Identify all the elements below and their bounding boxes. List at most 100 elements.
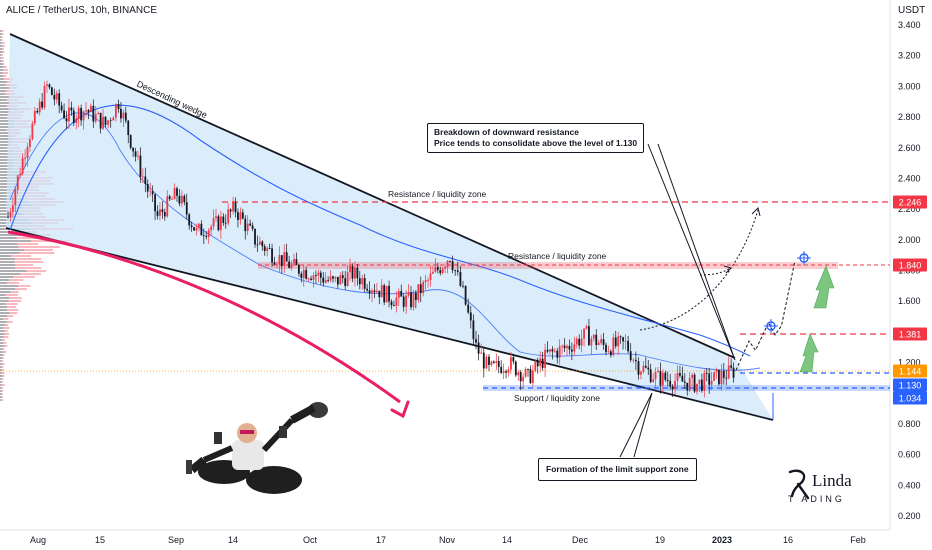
volume-bar (0, 153, 14, 155)
volume-bar (2, 357, 4, 359)
candle-body (285, 252, 288, 262)
candle-body (300, 273, 303, 278)
volume-bar (0, 132, 10, 134)
candle-body (349, 266, 351, 273)
candle-body (237, 212, 239, 220)
volume-bar (0, 42, 2, 44)
volume-bar (1, 387, 3, 389)
candle-body (107, 120, 109, 125)
candle-body (385, 285, 388, 303)
volume-bar (0, 111, 9, 113)
volume-bar (0, 288, 16, 290)
volume-bar (14, 261, 44, 263)
candle-body (72, 110, 75, 123)
candle-body (146, 183, 149, 192)
candle-body (180, 195, 183, 204)
y-tick-label: 3.400 (898, 20, 921, 30)
volume-bar (1, 378, 4, 380)
candle-body (336, 276, 339, 285)
volume-bar (1, 399, 4, 401)
volume-bar (1, 33, 4, 35)
volume-bar (20, 273, 41, 275)
candle-body (290, 263, 293, 268)
candle-body (544, 349, 546, 369)
candle-body (619, 336, 622, 338)
candle-body (120, 108, 122, 119)
volume-bar (0, 75, 3, 77)
candle-body (664, 372, 667, 380)
candle-body (573, 344, 576, 352)
volume-bar (9, 312, 18, 314)
candle-body (393, 305, 395, 307)
volume-bar (0, 351, 4, 353)
candle-body (600, 339, 603, 343)
candle-body (710, 380, 713, 385)
volume-bar (0, 297, 10, 299)
volume-bar (0, 318, 4, 320)
candle-body (173, 188, 176, 200)
candle-body (185, 202, 188, 215)
volume-bar (0, 234, 22, 236)
candle-body (422, 282, 425, 294)
candle-body (622, 337, 624, 342)
resistance-label-upper: Resistance / liquidity zone (388, 189, 487, 199)
chart-title: ALICE / TetherUS, 10h, BINANCE (6, 5, 157, 16)
candle-body (649, 369, 652, 382)
candle-body (517, 372, 520, 376)
volume-bar (0, 96, 10, 98)
volume-bar (0, 60, 2, 62)
candle-body (558, 346, 561, 358)
candle-body (7, 216, 9, 218)
price-label: 1.130 (893, 378, 927, 392)
candle-body (624, 340, 627, 342)
dotted-curve-mid (699, 267, 731, 276)
candle-body (378, 290, 381, 298)
candle-body (449, 260, 451, 262)
candle-body (640, 371, 642, 375)
volume-bar (1, 396, 3, 398)
volume-bar (1, 390, 3, 392)
volume-bar (9, 279, 24, 281)
callout-top-pointer (647, 143, 736, 361)
volume-bar (0, 240, 32, 242)
callout-support-formation: Formation of the limit support zone (538, 458, 697, 481)
candle-body (451, 261, 454, 271)
candle-body (713, 372, 715, 381)
volume-bar (0, 123, 14, 125)
candle-body (705, 372, 708, 374)
candle-body (263, 246, 266, 252)
candle-body (222, 216, 225, 223)
pink-arrow-head (390, 400, 410, 419)
wedge-upper-line (9, 33, 736, 359)
candle-body (696, 383, 698, 392)
candle-body (48, 84, 51, 88)
candle-body (258, 241, 261, 245)
candle-body (410, 292, 412, 308)
candle-body (276, 264, 278, 266)
candle-body (268, 248, 271, 249)
volume-bar (0, 381, 2, 383)
candle-body (168, 196, 171, 200)
candle-body (436, 267, 439, 271)
candle-body (117, 104, 120, 109)
volume-bar (8, 300, 22, 302)
y-tick-label: 0.600 (898, 450, 921, 460)
candle-body (676, 372, 679, 381)
dotted-arrow-mid-head (723, 265, 732, 274)
candle-body (295, 259, 298, 265)
candle-body (327, 280, 330, 281)
volume-bar (0, 156, 9, 158)
candle-body (686, 382, 689, 391)
candle-body (637, 361, 640, 375)
volume-bar (18, 246, 60, 248)
candle-body (154, 194, 156, 212)
candle-body (26, 147, 29, 158)
volume-bar (2, 369, 4, 371)
volume-bar (0, 258, 15, 260)
candle-body (65, 118, 68, 122)
volume-bar (1, 54, 4, 56)
volume-bar (0, 378, 2, 380)
candle-body (419, 284, 422, 294)
volume-bar (15, 264, 34, 266)
